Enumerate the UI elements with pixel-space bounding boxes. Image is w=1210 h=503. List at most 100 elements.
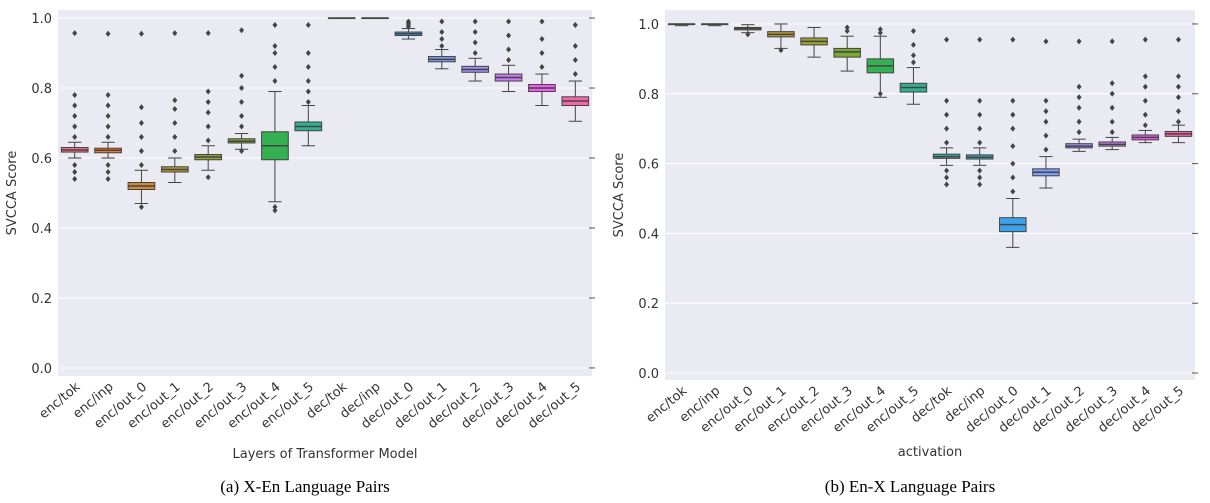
outlier — [1109, 90, 1115, 97]
outlier — [138, 104, 144, 111]
outlier — [439, 29, 445, 36]
outlier — [172, 30, 178, 37]
outlier — [239, 148, 245, 155]
outlier — [305, 78, 311, 85]
y-tick-label: 0.6 — [31, 152, 52, 167]
outlier — [1010, 97, 1016, 104]
y-tick-label: 0.6 — [638, 158, 659, 173]
outlier — [239, 27, 245, 34]
outlier — [572, 71, 578, 78]
outlier — [239, 72, 245, 79]
outlier — [305, 64, 311, 71]
outlier — [72, 30, 78, 37]
outlier — [539, 18, 545, 25]
outlier — [977, 181, 983, 188]
outlier — [944, 36, 950, 43]
outlier — [72, 176, 78, 183]
outlier — [72, 102, 78, 109]
y-axis-label: SVCCA Score — [612, 153, 627, 238]
outlier — [205, 99, 211, 106]
outlier — [977, 167, 983, 174]
outlier — [1076, 83, 1082, 90]
outlier — [105, 113, 111, 120]
outlier — [205, 174, 211, 181]
outlier — [72, 92, 78, 99]
y-tick-label: 0.8 — [31, 82, 52, 97]
outlier — [1076, 129, 1082, 136]
outlier — [1142, 36, 1148, 43]
caption: (b) En-X Language Pairs — [825, 477, 995, 496]
outlier — [572, 22, 578, 29]
outlier — [472, 18, 478, 25]
outlier — [1109, 129, 1115, 136]
plot-background — [58, 10, 592, 376]
outlier — [1175, 108, 1181, 115]
outlier — [105, 176, 111, 183]
outlier — [72, 113, 78, 120]
outlier — [506, 18, 512, 25]
outlier — [439, 18, 445, 25]
outlier — [506, 57, 512, 64]
outlier — [877, 26, 883, 33]
outlier — [138, 120, 144, 127]
y-tick-label: 0.0 — [31, 362, 52, 377]
outlier — [1175, 73, 1181, 80]
outlier — [205, 88, 211, 95]
y-tick-label: 0.2 — [638, 297, 659, 312]
outlier — [539, 36, 545, 43]
caption: (a) X-En Language Pairs — [220, 477, 389, 496]
outlier — [1010, 143, 1016, 150]
outlier — [472, 39, 478, 46]
outlier — [1010, 174, 1016, 181]
outlier — [305, 22, 311, 29]
outlier — [272, 207, 278, 214]
outlier — [105, 30, 111, 37]
outlier — [1142, 83, 1148, 90]
outlier — [1175, 36, 1181, 43]
outlier — [944, 174, 950, 181]
outlier — [844, 24, 850, 31]
outlier — [506, 46, 512, 53]
outlier — [910, 27, 916, 34]
outlier — [877, 90, 883, 97]
outlier — [172, 148, 178, 155]
outlier — [72, 123, 78, 130]
outlier — [506, 32, 512, 39]
outlier — [272, 78, 278, 85]
outlier — [239, 113, 245, 120]
outlier — [1142, 73, 1148, 80]
outlier — [1076, 94, 1082, 101]
outlier — [1175, 118, 1181, 125]
outlier — [272, 50, 278, 57]
outlier — [405, 18, 411, 25]
outlier — [72, 134, 78, 141]
outlier — [172, 120, 178, 127]
outlier — [272, 203, 278, 210]
outlier — [172, 97, 178, 104]
outlier — [172, 106, 178, 113]
outlier — [977, 174, 983, 181]
outlier — [977, 97, 983, 104]
outlier — [1142, 97, 1148, 104]
outlier — [472, 29, 478, 36]
outlier — [910, 41, 916, 48]
outlier — [205, 137, 211, 144]
outlier — [205, 123, 211, 130]
outlier — [944, 167, 950, 174]
outlier — [1043, 118, 1049, 125]
outlier — [1043, 38, 1049, 45]
outlier — [910, 52, 916, 59]
y-tick-label: 0.4 — [638, 227, 659, 242]
y-tick-label: 0.4 — [31, 222, 52, 237]
outlier — [977, 139, 983, 146]
outlier — [138, 30, 144, 37]
box — [833, 47, 861, 58]
y-axis-label: SVCCA Score — [5, 151, 20, 236]
outlier — [944, 181, 950, 188]
outlier — [1109, 38, 1115, 45]
outlier — [138, 203, 144, 210]
outlier — [105, 169, 111, 176]
outlier — [1175, 83, 1181, 90]
outlier — [977, 125, 983, 132]
